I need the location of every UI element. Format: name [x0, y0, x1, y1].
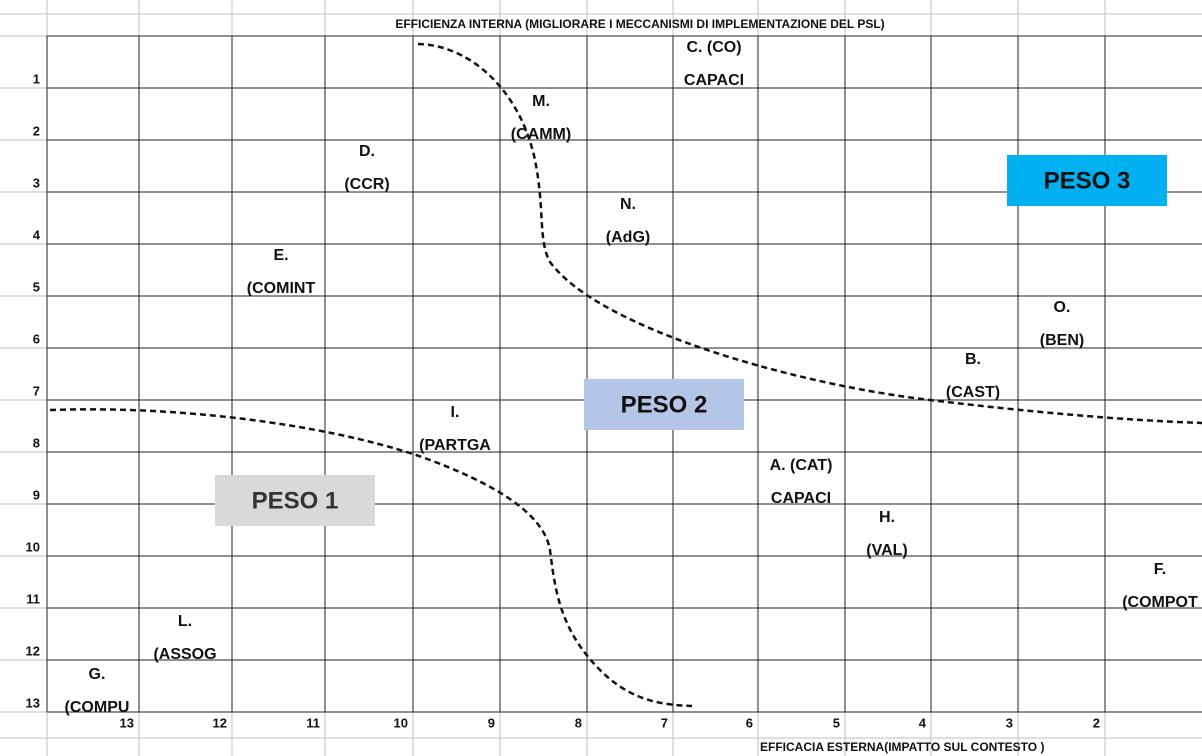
- row-label: 13: [26, 695, 40, 710]
- row-label: 6: [33, 331, 40, 346]
- row-label: 5: [33, 279, 40, 294]
- node-label: N.: [620, 196, 636, 213]
- column-label: 9: [488, 715, 495, 730]
- column-label: 7: [661, 715, 668, 730]
- node-label: A. (CAT): [770, 457, 833, 474]
- node-label: CAPACI: [684, 72, 744, 89]
- column-label: 6: [746, 715, 753, 730]
- node-label: O.: [1054, 299, 1071, 316]
- node-label: M.: [532, 93, 550, 110]
- row-label: 10: [26, 539, 40, 554]
- weight-box: [584, 379, 744, 430]
- row-label: 12: [26, 643, 40, 658]
- row-label: 8: [33, 435, 40, 450]
- node-label: (AdG): [606, 229, 650, 246]
- column-label: 10: [394, 715, 408, 730]
- lower-curve: [49, 408, 693, 708]
- node-label: I.: [451, 404, 460, 421]
- node-label: (PARTGA: [419, 437, 491, 454]
- column-label: 8: [575, 715, 582, 730]
- upper-curve: [417, 42, 1202, 425]
- node-label: (VAL): [866, 542, 907, 559]
- node-label: G.: [89, 666, 106, 683]
- column-label: 12: [213, 715, 227, 730]
- node-label: (CAMM): [511, 126, 571, 143]
- node-label: L.: [178, 613, 192, 630]
- weight-label: PESO 2: [621, 391, 708, 418]
- row-label: 2: [33, 123, 40, 138]
- row-label: 3: [33, 175, 40, 190]
- node-label: D.: [359, 143, 375, 160]
- row-label: 9: [33, 487, 40, 502]
- column-label: 2: [1093, 715, 1100, 730]
- node-label: (BEN): [1040, 332, 1084, 349]
- weight-box: [1007, 155, 1167, 206]
- column-label: 4: [919, 715, 927, 730]
- node-label: F.: [1154, 561, 1166, 578]
- row-label: 1: [33, 71, 40, 86]
- node-label: (COMPOT: [1122, 594, 1198, 611]
- node-label: (COMINT: [247, 280, 316, 297]
- row-label: 7: [33, 383, 40, 398]
- weight-label: PESO 1: [252, 487, 339, 514]
- node-label: (CCR): [344, 176, 389, 193]
- column-label: 5: [833, 715, 840, 730]
- column-label: 13: [120, 715, 134, 730]
- row-label: 4: [33, 227, 41, 242]
- footer-title: EFFICACIA ESTERNA(IMPATTO SUL CONTESTO ): [760, 740, 1044, 754]
- node-label: H.: [879, 509, 895, 526]
- node-label: C. (CO): [686, 39, 741, 56]
- node-label: B.: [965, 351, 981, 368]
- node-label: (COMPU: [65, 699, 130, 716]
- node-label: (ASSOG: [153, 646, 216, 663]
- node-label: E.: [273, 247, 288, 264]
- row-label: 11: [26, 591, 40, 606]
- column-label: 3: [1006, 715, 1013, 730]
- weight-box: [215, 475, 375, 526]
- node-label: CAPACI: [771, 490, 831, 507]
- node-label: (CAST): [946, 384, 1000, 401]
- weight-label: PESO 3: [1044, 167, 1131, 194]
- column-label: 11: [306, 715, 320, 730]
- header-title: EFFICIENZA INTERNA (MIGLIORARE I MECCANI…: [395, 17, 884, 31]
